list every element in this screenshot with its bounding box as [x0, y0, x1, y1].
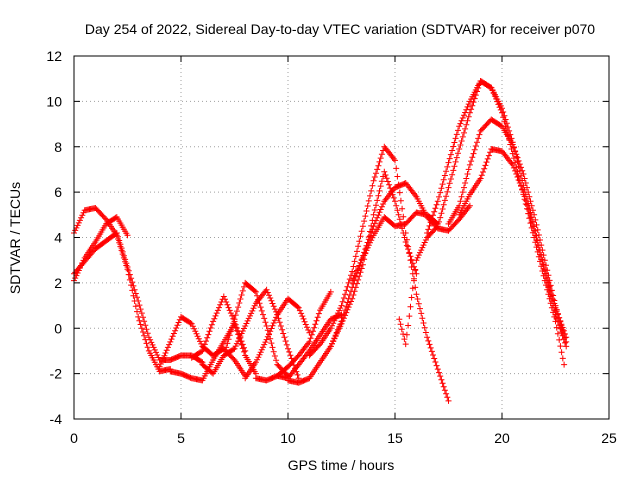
- grid-layer: [74, 56, 609, 419]
- y-tick-label: -4: [50, 411, 63, 427]
- y-tick-label: 10: [46, 93, 62, 109]
- series-markers: [252, 288, 334, 384]
- tick-layer: 0 5 10 15 20 25 -4 -2 0 2 4 6 8 10 12: [46, 48, 617, 446]
- x-tick-label: 5: [177, 430, 185, 446]
- series-markers: [220, 286, 302, 382]
- series-markers: [242, 295, 313, 382]
- data-series-sat-i: [242, 295, 313, 382]
- y-tick-label: 4: [54, 230, 62, 246]
- data-series-sat-m: [306, 143, 452, 404]
- x-tick-label: 0: [70, 430, 78, 446]
- y-tick-label: -2: [50, 366, 63, 382]
- y-tick-label: 2: [54, 275, 62, 291]
- data-series-sat-p: [349, 209, 441, 284]
- series-markers: [349, 209, 441, 284]
- data-series-layer: [71, 78, 570, 404]
- y-axis-label: SDTVAR / TECUs: [7, 182, 23, 294]
- data-series-sat-j: [252, 288, 334, 384]
- y-tick-label: 6: [54, 184, 62, 200]
- x-tick-label: 20: [494, 430, 510, 446]
- data-series-sat-s: [445, 116, 570, 345]
- chart-title: Day 254 of 2022, Sidereal Day-to-day VTE…: [85, 21, 595, 37]
- data-series-sat-h: [220, 286, 302, 382]
- series-markers: [456, 146, 570, 350]
- x-tick-label: 15: [387, 430, 403, 446]
- series-markers: [445, 116, 570, 345]
- y-tick-label: 8: [54, 139, 62, 155]
- series-markers: [306, 143, 452, 404]
- y-tick-label: 12: [46, 48, 62, 64]
- data-series-sat-t: [456, 146, 570, 350]
- x-tick-label: 10: [280, 430, 296, 446]
- plot-frame: [73, 55, 610, 420]
- x-axis-label: GPS time / hours: [288, 457, 395, 473]
- y-tick-label: 0: [54, 320, 62, 336]
- x-tick-label: 25: [601, 430, 617, 446]
